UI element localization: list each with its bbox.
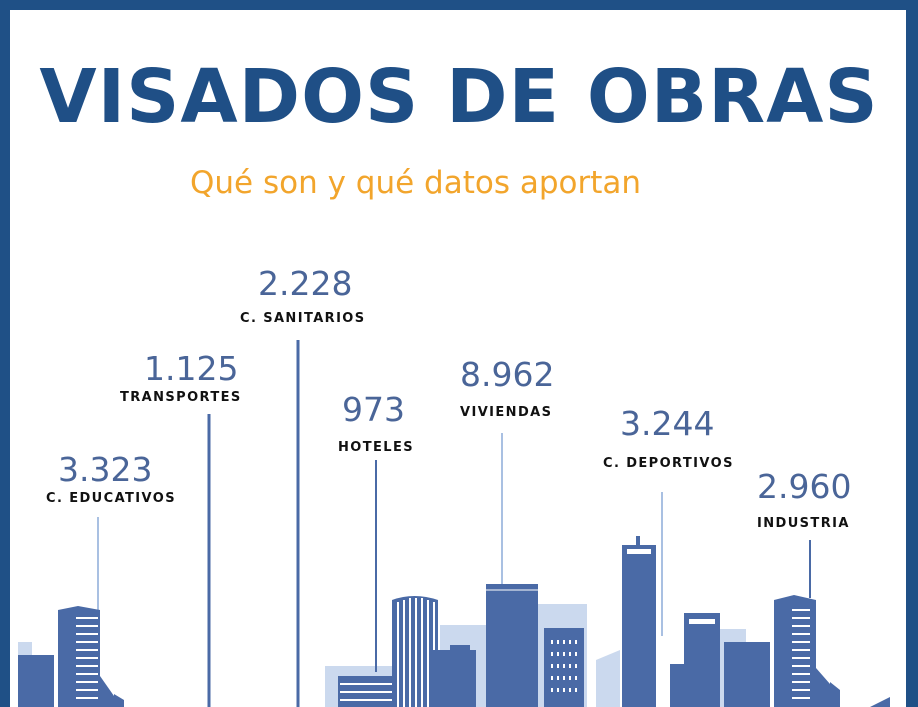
stat-value-viviendas: 8.962 bbox=[460, 355, 555, 394]
stat-label-sanitarios: C. SANITARIOS bbox=[240, 311, 366, 326]
stat-label-industria: INDUSTRIA bbox=[757, 516, 850, 531]
stat-label-deportivos: C. DEPORTIVOS bbox=[603, 456, 734, 471]
stat-value-transportes: 1.125 bbox=[144, 349, 239, 388]
stat-value-sanitarios: 2.228 bbox=[258, 264, 353, 303]
stat-label-transportes: TRANSPORTES bbox=[120, 390, 242, 405]
page-title: VISADOS DE OBRAS bbox=[39, 54, 879, 140]
stat-label-viviendas: VIVIENDAS bbox=[460, 405, 553, 420]
page-subtitle: Qué son y qué datos aportan bbox=[190, 165, 642, 201]
stat-value-industria: 2.960 bbox=[757, 467, 852, 506]
stat-label-educativos: C. EDUCATIVOS bbox=[46, 491, 176, 506]
stat-value-hoteles: 973 bbox=[342, 390, 405, 429]
stat-label-hoteles: HOTELES bbox=[338, 440, 415, 455]
stat-value-deportivos: 3.244 bbox=[620, 404, 715, 443]
stat-value-educativos: 3.323 bbox=[58, 450, 153, 489]
